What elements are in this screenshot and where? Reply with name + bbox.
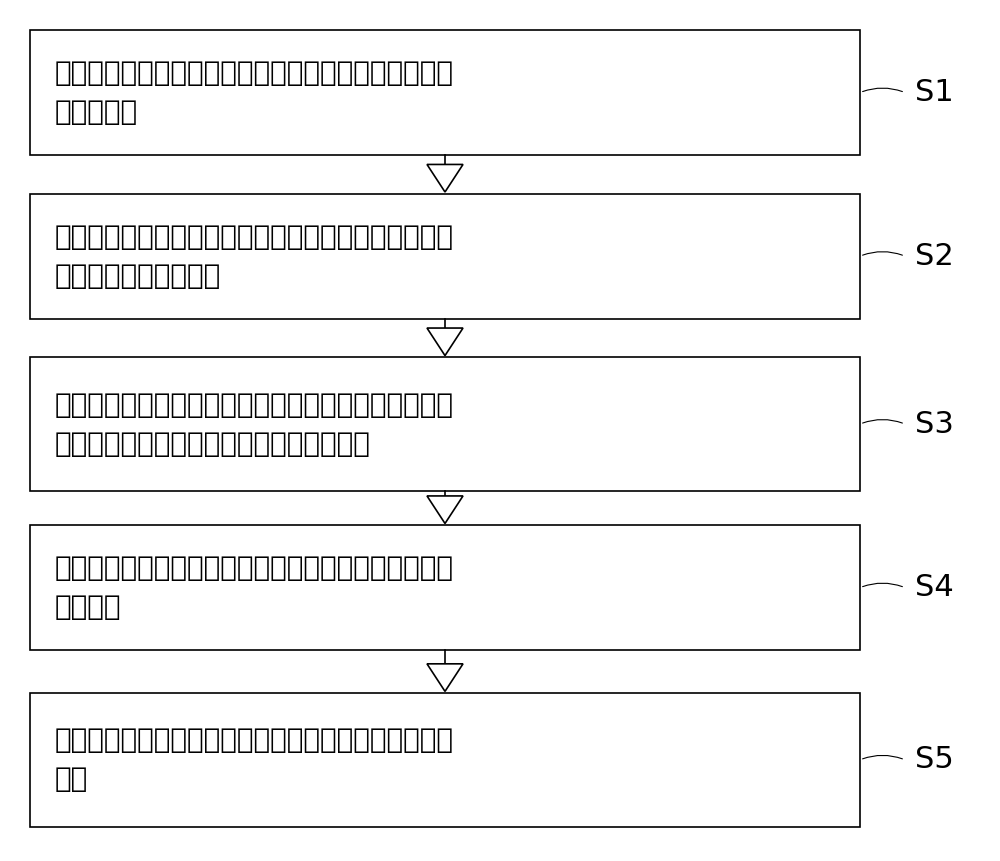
Text: 利用通信方法实现第一用户端与第二用户端之间的量子
保密通信: 利用通信方法实现第一用户端与第二用户端之间的量子 保密通信 xyxy=(55,554,454,621)
Text: 所述第一用户端提出与第二用户端对应的量子通信服务
站之间的密钥颁发请求: 所述第一用户端提出与第二用户端对应的量子通信服务 站之间的密钥颁发请求 xyxy=(55,223,454,289)
Bar xyxy=(30,525,860,650)
Polygon shape xyxy=(427,164,463,192)
Text: S1: S1 xyxy=(915,78,954,107)
Bar xyxy=(30,693,860,827)
Text: S5: S5 xyxy=(915,746,954,774)
Polygon shape xyxy=(427,496,463,523)
Polygon shape xyxy=(427,328,463,356)
Text: 所述量子通信服务站通过货币兑换方法实现数字货币的
兑换: 所述量子通信服务站通过货币兑换方法实现数字货币的 兑换 xyxy=(55,727,454,793)
Polygon shape xyxy=(427,664,463,691)
Text: S2: S2 xyxy=(915,242,954,270)
Bar xyxy=(30,194,860,319)
Text: 使用商业银行分别为第一用户端和第二用户端颁发对应
的对称密钥: 使用商业银行分别为第一用户端和第二用户端颁发对应 的对称密钥 xyxy=(55,59,454,126)
Bar xyxy=(30,357,860,491)
Text: 所述第一用户端发送数字货币给第一用户端对应的量子
通信服务站，并存储真随机数作为量子密钥: 所述第一用户端发送数字货币给第一用户端对应的量子 通信服务站，并存储真随机数作为… xyxy=(55,391,454,457)
Text: S4: S4 xyxy=(915,573,954,602)
Text: S3: S3 xyxy=(915,410,954,438)
Bar xyxy=(30,30,860,155)
